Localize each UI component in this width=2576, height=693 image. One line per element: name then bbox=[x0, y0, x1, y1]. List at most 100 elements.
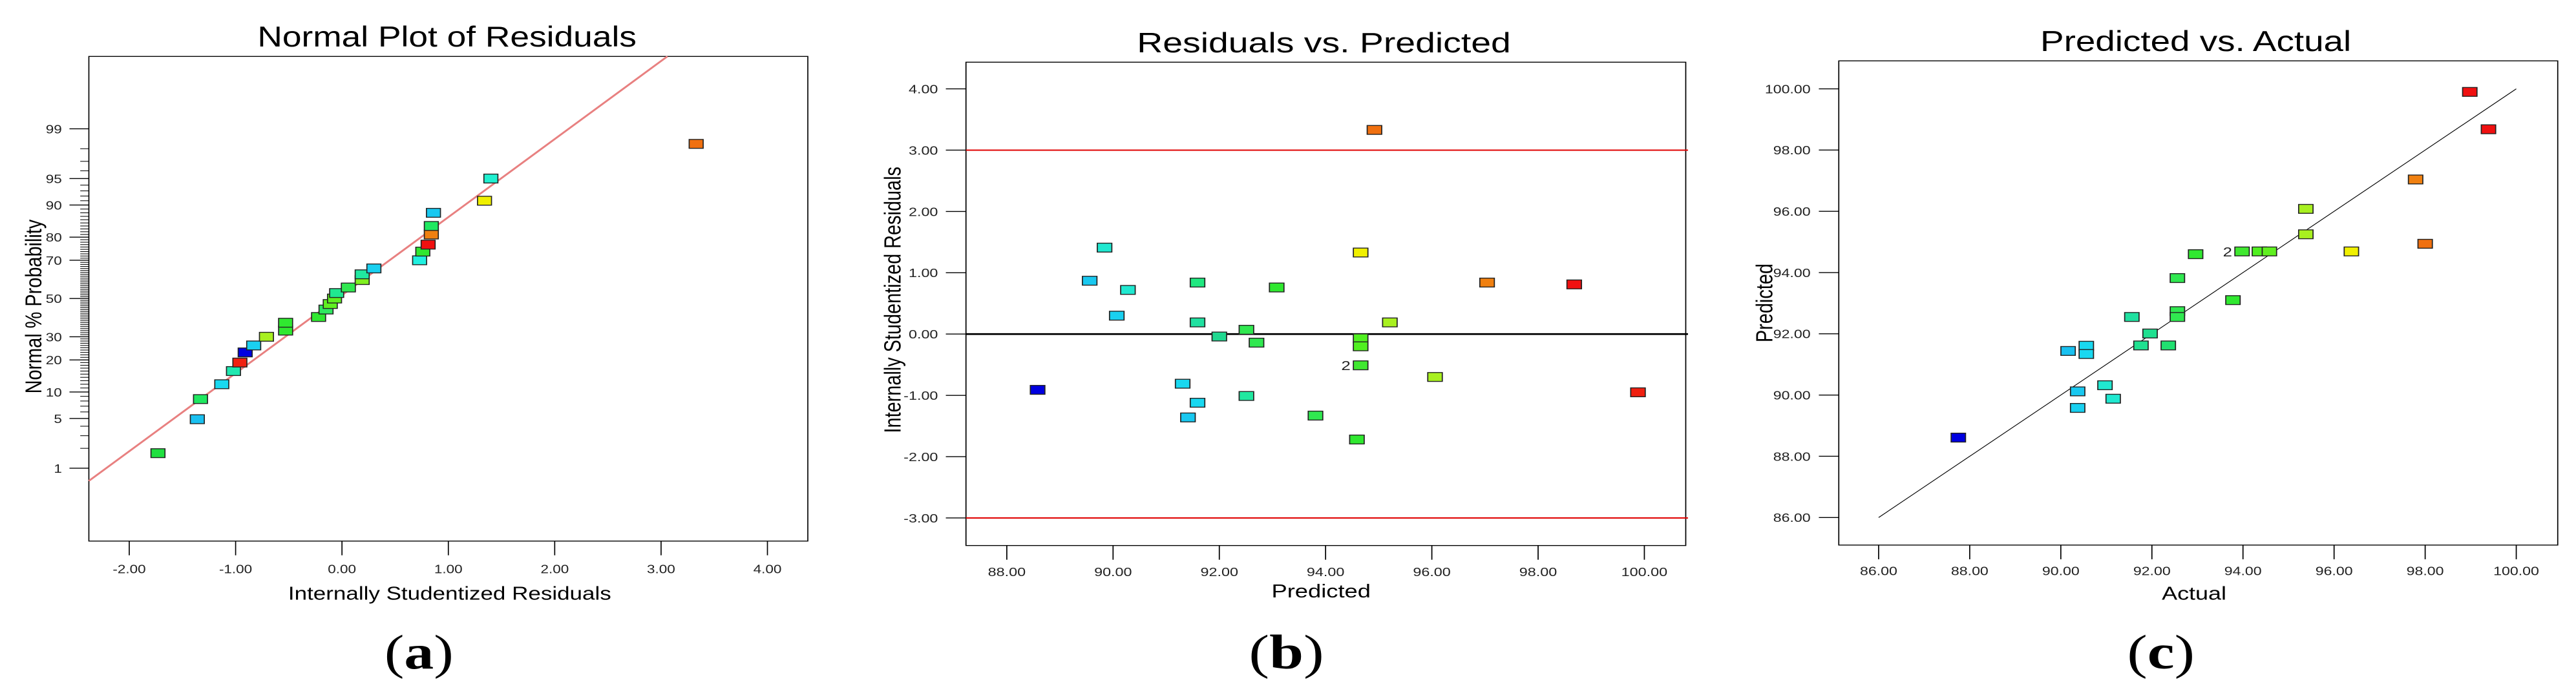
y-axis-label: Internally Studentized Residuals bbox=[879, 167, 905, 433]
x-tick-label: 1.00 bbox=[434, 563, 463, 576]
data-point bbox=[2142, 328, 2158, 338]
data-point bbox=[2297, 229, 2314, 240]
data-point bbox=[1174, 378, 1191, 389]
data-point bbox=[2124, 312, 2140, 322]
x-tick-label: 4.00 bbox=[754, 563, 782, 576]
data-point bbox=[1307, 410, 1324, 421]
plot-frame bbox=[1838, 60, 2559, 546]
data-point bbox=[1189, 317, 1206, 327]
data-point bbox=[2160, 340, 2177, 351]
data-point bbox=[1353, 247, 1369, 258]
y-axis-label: Normal % Probability bbox=[21, 220, 47, 394]
data-point bbox=[2078, 340, 2095, 351]
data-point bbox=[2343, 246, 2360, 256]
x-tick-label: 96.00 bbox=[2316, 565, 2353, 578]
y-tick-label: 94.00 bbox=[1773, 267, 1811, 280]
y-axis-label: Predicted bbox=[1751, 264, 1777, 342]
data-point bbox=[688, 139, 704, 149]
marks-layer: 86.00 88.00 90.00 92.00 94.00 96.00 98.00 100.0… bbox=[1765, 83, 2539, 578]
x-tick-label: 96.00 bbox=[1413, 566, 1450, 579]
fit-line bbox=[1878, 88, 2517, 518]
data-point bbox=[329, 288, 344, 298]
y-tick-label: -2.00 bbox=[903, 451, 938, 464]
residuals-vs-predicted-chart: Residuals vs. Predicted Predicted Intern… bbox=[879, 27, 1688, 679]
data-point bbox=[2417, 238, 2433, 249]
data-point bbox=[477, 196, 492, 206]
data-point bbox=[341, 282, 356, 293]
data-point bbox=[2097, 380, 2113, 391]
y-tick-label: 88.00 bbox=[1773, 450, 1811, 463]
y-tick-label: 80 bbox=[46, 231, 62, 245]
x-tick-label: 2.00 bbox=[540, 563, 569, 576]
y-tick-label: 50 bbox=[46, 293, 62, 306]
y-tick-label: 4.00 bbox=[909, 83, 938, 96]
data-point bbox=[1120, 285, 1136, 295]
y-tick-label: 70 bbox=[46, 254, 62, 268]
panel-label: (b) bbox=[1249, 625, 1324, 679]
x-tick-label: 100.00 bbox=[1621, 566, 1667, 579]
y-tick-label: 30 bbox=[46, 331, 62, 344]
data-point bbox=[2234, 246, 2250, 256]
x-tick-label: 90.00 bbox=[2042, 565, 2080, 578]
data-point bbox=[2105, 393, 2121, 404]
marks-layer: 88.00 90.00 92.00 94.00 96.00 98.00 100.00 4.00… bbox=[903, 83, 1688, 579]
x-tick-label: -1.00 bbox=[219, 563, 252, 576]
panel-c-predicted-vs-actual: Predicted vs. Actual Actual Predicted 86… bbox=[1713, 0, 2576, 693]
data-point bbox=[2170, 312, 2186, 322]
data-point bbox=[423, 229, 439, 240]
data-point bbox=[2188, 249, 2204, 260]
data-point bbox=[1238, 325, 1254, 335]
x-tick-label: 94.00 bbox=[2224, 565, 2262, 578]
x-tick-label: 88.00 bbox=[988, 566, 1026, 579]
y-tick-label: 3.00 bbox=[909, 145, 938, 158]
data-point bbox=[2133, 340, 2149, 351]
data-point bbox=[2225, 295, 2241, 305]
data-point bbox=[278, 318, 293, 328]
y-tick-label: 95 bbox=[46, 172, 62, 186]
y-tick-label: 90 bbox=[46, 199, 62, 212]
point-count-annotation: 2 bbox=[1341, 358, 1350, 373]
data-point bbox=[214, 379, 229, 389]
y-tick-label: 86.00 bbox=[1773, 512, 1811, 524]
chart-title: Predicted vs. Actual bbox=[2040, 25, 2351, 57]
x-tick-label: 92.00 bbox=[1201, 566, 1238, 579]
data-point bbox=[2069, 403, 2085, 413]
data-point bbox=[2078, 349, 2095, 359]
x-tick-label: 92.00 bbox=[2133, 565, 2171, 578]
data-point bbox=[1029, 385, 1046, 395]
data-point bbox=[1189, 277, 1206, 288]
data-point bbox=[1427, 372, 1443, 382]
data-point bbox=[232, 357, 248, 367]
x-tick-label: 100.00 bbox=[2493, 565, 2539, 578]
y-tick-label: 0.00 bbox=[909, 328, 938, 341]
data-point bbox=[354, 269, 370, 280]
data-point bbox=[1180, 412, 1196, 422]
data-point bbox=[246, 340, 262, 351]
data-point bbox=[1382, 317, 1398, 327]
y-tick-label: 99 bbox=[46, 123, 62, 136]
panel-label: (a) bbox=[385, 626, 454, 680]
data-point bbox=[1479, 277, 1495, 288]
data-point bbox=[1249, 337, 1265, 348]
x-axis-label: Predicted bbox=[1271, 581, 1370, 602]
point-count-annotation: 2 bbox=[2223, 244, 2232, 259]
x-tick-label: 88.00 bbox=[1951, 565, 1989, 578]
x-tick-label: 3.00 bbox=[647, 563, 675, 576]
data-point bbox=[193, 394, 208, 404]
y-tick-label: 5 bbox=[54, 413, 62, 426]
x-tick-label: 98.00 bbox=[1519, 566, 1557, 579]
x-axis-label: Actual bbox=[2162, 583, 2226, 604]
chart-title: Residuals vs. Predicted bbox=[1137, 27, 1511, 59]
y-tick-label: 1 bbox=[54, 462, 62, 476]
data-point bbox=[1269, 282, 1285, 293]
data-point bbox=[189, 414, 205, 424]
x-axis-label: Internally Studentized Residuals bbox=[288, 583, 611, 603]
data-point bbox=[2261, 246, 2277, 256]
plot-frame bbox=[88, 56, 808, 542]
data-point bbox=[366, 264, 382, 274]
panel-label: (c) bbox=[2127, 626, 2195, 679]
data-point bbox=[1366, 125, 1382, 135]
marks-layer: -2.00 -1.00 0.00 1.00 2.00 3.00 4.00 1 5 10 20 30 50… bbox=[46, 56, 782, 576]
data-point bbox=[1082, 276, 1098, 286]
data-point bbox=[2297, 203, 2314, 214]
